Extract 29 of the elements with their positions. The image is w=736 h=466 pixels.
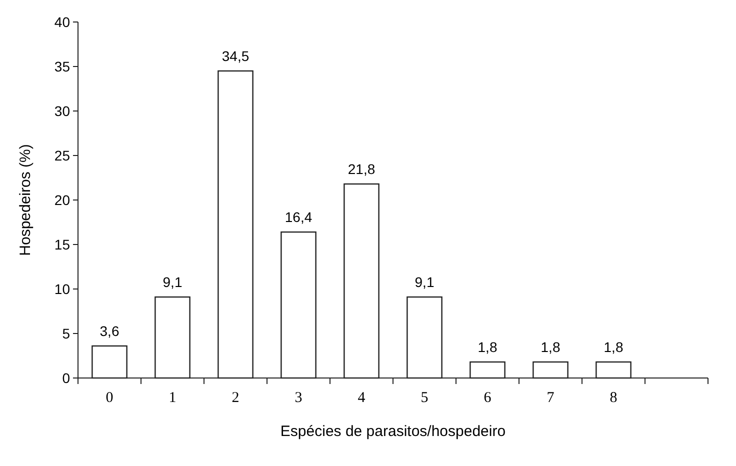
- data-label: 9,1: [414, 274, 434, 290]
- y-tick-label: 0: [62, 370, 70, 386]
- y-axis-title: Hospedeiros (%): [17, 144, 34, 256]
- y-tick-label: 5: [62, 325, 70, 342]
- x-tick-label: 1: [168, 390, 176, 406]
- data-label: 1,8: [540, 338, 560, 355]
- data-label: 1,8: [478, 338, 498, 355]
- data-label: 21,8: [348, 160, 376, 177]
- x-tick-label: 2: [232, 390, 240, 406]
- x-tick-label: 4: [358, 390, 366, 406]
- data-label: 16,4: [284, 209, 312, 226]
- x-tick-label: 5: [420, 390, 428, 406]
- y-tick-label: 10: [54, 280, 70, 297]
- x-tick-label: 3: [294, 390, 302, 406]
- y-tick-label: 30: [54, 102, 70, 119]
- x-tick-label: 0: [106, 390, 114, 406]
- data-label: 1,8: [604, 338, 624, 355]
- x-axis-title: Espécies de parasitos/hospedeiro: [280, 423, 506, 440]
- y-tick-label: 35: [54, 58, 70, 74]
- x-tick-label: 6: [484, 390, 492, 406]
- y-tick-label: 15: [54, 236, 70, 252]
- y-tick-label: 20: [54, 192, 70, 208]
- x-tick-label: 8: [610, 390, 618, 406]
- x-tick-label: 7: [546, 390, 555, 406]
- data-label: 9,1: [162, 274, 182, 290]
- data-label: 3,6: [100, 322, 120, 339]
- y-tick-label: 40: [54, 14, 70, 30]
- y-tick-label: 25: [54, 147, 70, 164]
- data-label: 34,5: [222, 48, 250, 64]
